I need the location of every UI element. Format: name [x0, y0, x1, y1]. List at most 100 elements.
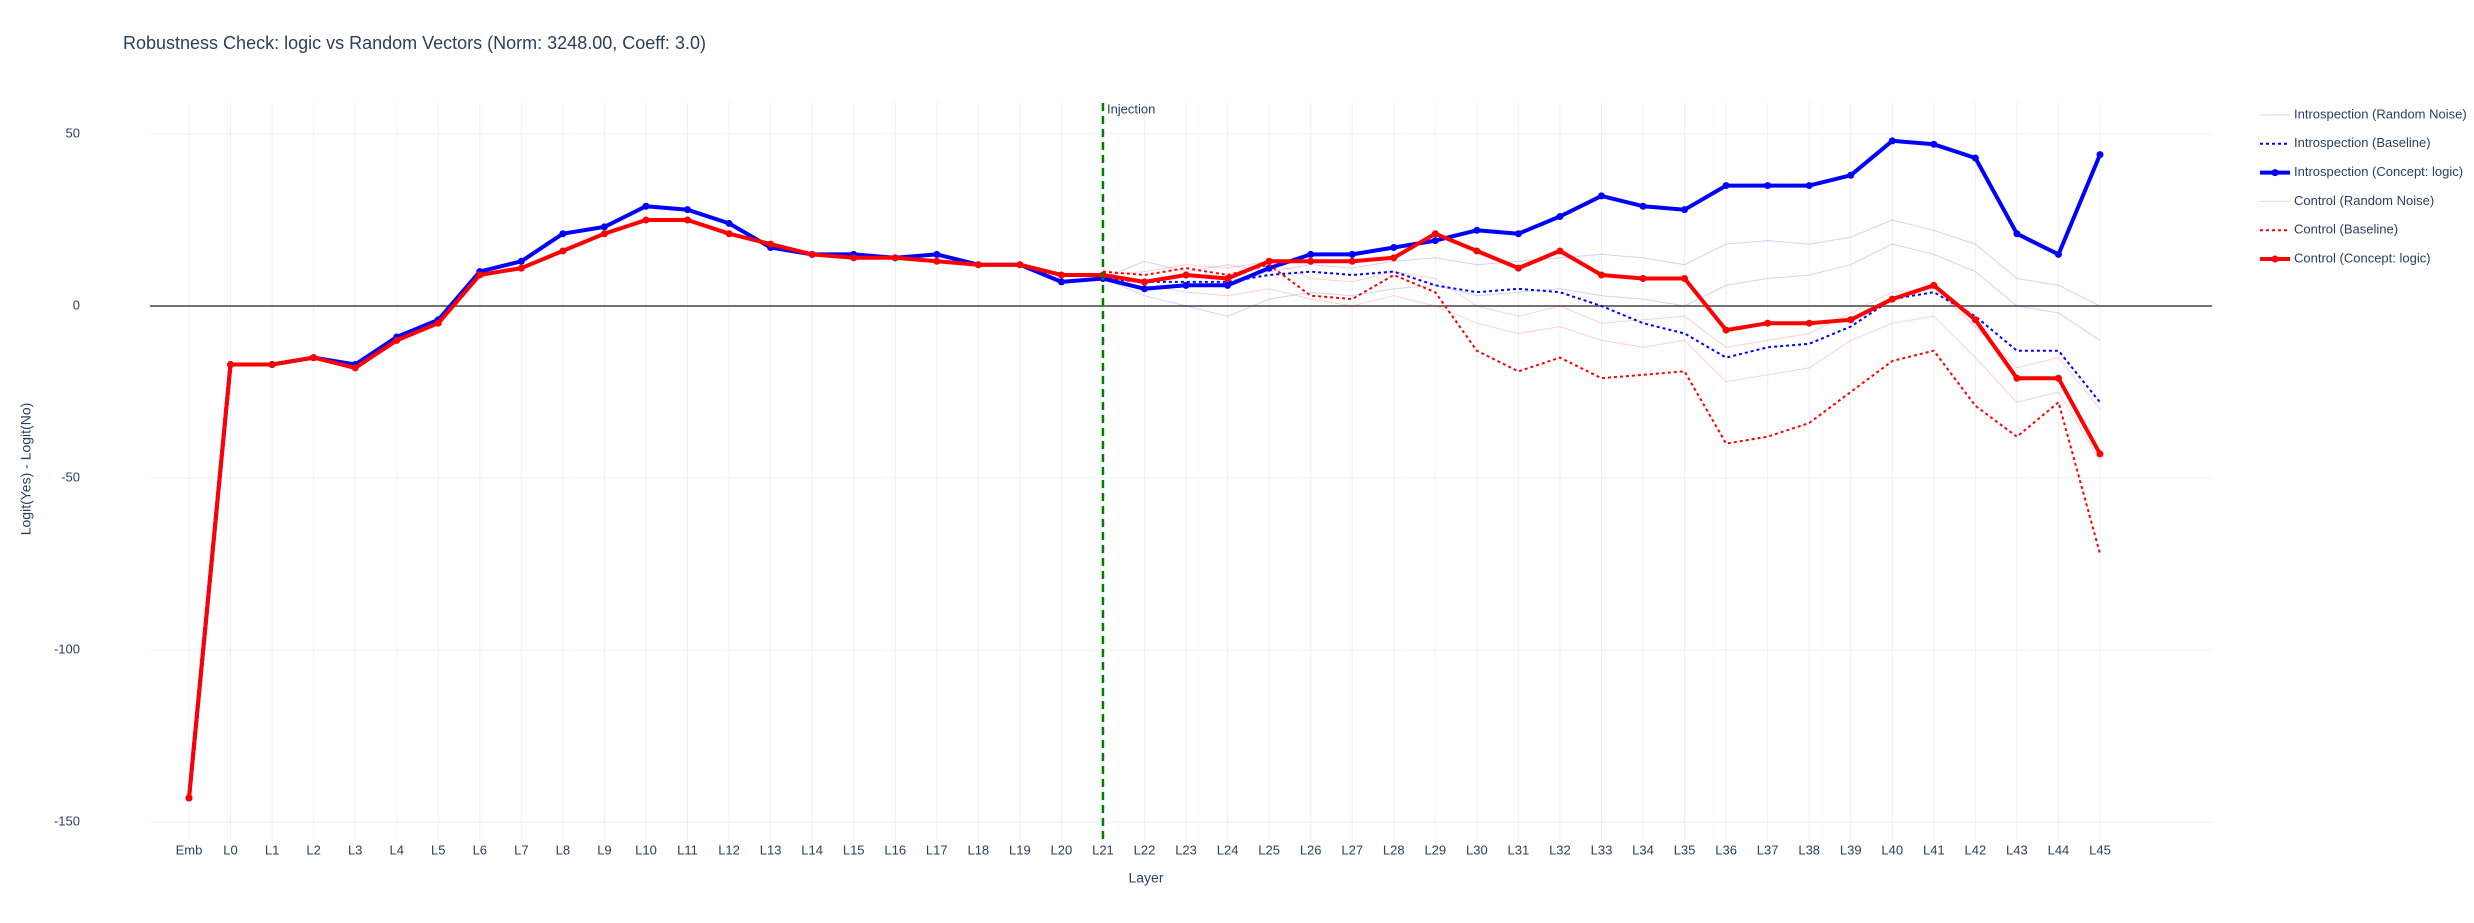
data-point: [1971, 316, 1979, 324]
data-point: [684, 206, 692, 214]
data-point: [2013, 230, 2021, 238]
data-point: [2054, 374, 2062, 382]
x-tick-label: L16: [884, 842, 906, 857]
legend-marker: [2271, 255, 2279, 263]
x-tick-label: L31: [1508, 842, 1530, 857]
data-point: [1141, 285, 1148, 293]
x-tick-label: L43: [2006, 842, 2028, 857]
data-point: [517, 257, 525, 265]
data-point: [600, 223, 608, 231]
x-tick-label: L15: [843, 842, 865, 857]
data-point: [684, 216, 692, 224]
data-point: [808, 250, 816, 258]
x-tick-label: L5: [431, 842, 445, 857]
series-line: [1102, 270, 2101, 403]
data-point: [559, 230, 567, 238]
x-tick-label: L4: [389, 842, 403, 857]
data-point: [725, 219, 733, 227]
data-point: [1057, 278, 1065, 286]
data-point: [1016, 261, 1024, 269]
data-point: [476, 271, 484, 279]
data-point: [310, 354, 318, 362]
x-axis-label: Layer: [1128, 870, 1163, 886]
data-point: [2013, 374, 2021, 382]
x-tick-label: L42: [1965, 842, 1987, 857]
data-point: [2054, 250, 2062, 258]
data-point: [1722, 326, 1730, 334]
x-tick-label: L37: [1757, 842, 1779, 857]
data-point: [1639, 202, 1647, 210]
data-point: [1265, 264, 1273, 272]
data-point: [1888, 295, 1896, 303]
x-tick-label: L35: [1674, 842, 1696, 857]
data-point: [1182, 281, 1190, 289]
data-point: [1431, 237, 1439, 245]
data-point: [2096, 151, 2104, 159]
data-point: [1847, 316, 1855, 324]
legend-label: Introspection (Concept: logic): [2294, 164, 2463, 179]
y-tick-label: -150: [54, 814, 80, 829]
series-line: [1102, 243, 2101, 341]
data-point: [1971, 154, 1979, 162]
x-tick-label: L14: [801, 842, 823, 857]
data-point: [974, 261, 982, 269]
data-point: [1597, 271, 1605, 279]
data-point: [1930, 140, 1938, 148]
data-point: [1888, 137, 1896, 145]
legend-label: Control (Baseline): [2294, 222, 2398, 237]
data-point: [351, 364, 359, 372]
x-tick-label: L10: [635, 842, 657, 857]
x-tick-label: L1: [265, 842, 279, 857]
x-tick-label: L11: [677, 842, 698, 857]
legend-marker: [2271, 169, 2279, 177]
x-tick-label: L29: [1424, 842, 1446, 857]
x-tick-label: L26: [1300, 842, 1322, 857]
data-point: [1681, 274, 1689, 282]
x-tick-label: L13: [760, 842, 782, 857]
data-point: [559, 247, 567, 255]
y-tick-label: -100: [54, 641, 80, 656]
y-tick-label: -50: [61, 469, 80, 484]
data-point: [642, 202, 650, 210]
data-point: [2096, 450, 2104, 458]
x-tick-label: L20: [1051, 842, 1073, 857]
data-point: [1057, 271, 1065, 279]
x-tick-label: L23: [1175, 842, 1197, 857]
x-tick-label: L41: [1923, 842, 1945, 857]
x-tick-label: L27: [1341, 842, 1363, 857]
data-point: [1805, 182, 1813, 190]
y-axis-label: Logit(Yes) - Logit(No): [18, 403, 34, 536]
data-point: [1224, 274, 1232, 282]
legend-label: Introspection (Baseline): [2294, 135, 2431, 150]
legend-label: Control (Concept: logic): [2294, 250, 2431, 265]
data-point: [767, 240, 775, 248]
data-point: [1681, 206, 1689, 214]
data-point: [393, 336, 401, 344]
x-tick-label: L24: [1217, 842, 1239, 857]
x-tick-label: L44: [2048, 842, 2070, 857]
data-point: [1847, 171, 1855, 179]
x-tick-label: L39: [1840, 842, 1862, 857]
x-tick-label: L12: [718, 842, 740, 857]
x-tick-label: L25: [1258, 842, 1280, 857]
data-point: [1930, 281, 1938, 289]
annotation: Injection: [1107, 101, 1155, 116]
x-tick-label: L3: [348, 842, 362, 857]
data-point: [725, 230, 733, 238]
x-tick-label: L9: [597, 842, 611, 857]
x-tick-label: L6: [473, 842, 487, 857]
data-point: [1224, 281, 1232, 289]
y-tick-label: 0: [73, 297, 80, 312]
data-point: [933, 250, 941, 258]
data-point: [1307, 250, 1315, 258]
data-point: [1265, 257, 1273, 265]
data-point: [1556, 247, 1564, 255]
x-tick-label: L38: [1798, 842, 1820, 857]
x-tick-label: L40: [1881, 842, 1903, 857]
data-point: [1348, 257, 1356, 265]
data-point: [1431, 230, 1439, 238]
data-point: [1805, 319, 1813, 327]
data-point: [933, 257, 941, 265]
data-point: [434, 319, 442, 327]
